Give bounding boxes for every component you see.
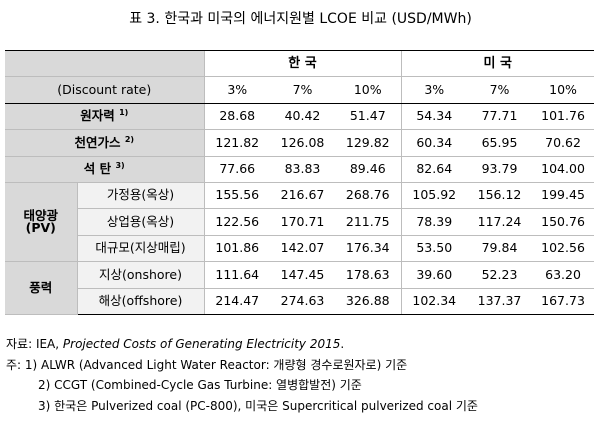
table-row: 풍력 지상(onshore) 111.64 147.45 178.63 39.6… bbox=[5, 261, 595, 315]
rate-cell: 7% bbox=[270, 76, 335, 104]
group-label-wind: 풍력 bbox=[5, 261, 77, 315]
value-cell: 39.60 bbox=[400, 261, 468, 289]
value-cell: 170.71 bbox=[270, 208, 335, 236]
value-cell: 79.84 bbox=[467, 235, 533, 263]
value-cell: 89.46 bbox=[335, 156, 402, 183]
value-cell: 40.42 bbox=[270, 103, 335, 131]
footnote-1: 주: 1) ALWR (Advanced Light Water Reactor… bbox=[6, 357, 408, 372]
value-cell: 102.34 bbox=[400, 288, 468, 315]
value-cell: 150.76 bbox=[532, 208, 595, 236]
value-cell: 83.83 bbox=[270, 156, 335, 183]
rate-cell: 10% bbox=[335, 76, 402, 104]
value-cell: 142.07 bbox=[270, 235, 335, 263]
value-cell: 82.64 bbox=[400, 156, 468, 183]
row-label-nuclear: 원자력 1) bbox=[5, 103, 204, 131]
value-cell: 268.76 bbox=[335, 182, 402, 210]
header-usa: 미 국 bbox=[400, 49, 595, 78]
value-cell: 167.73 bbox=[532, 288, 595, 315]
rate-cell: 7% bbox=[467, 76, 533, 104]
value-cell: 147.45 bbox=[270, 261, 335, 289]
header-korea: 한 국 bbox=[203, 49, 402, 78]
value-cell: 155.56 bbox=[203, 182, 270, 210]
value-cell: 93.79 bbox=[467, 156, 533, 183]
group-label-solar: 태양광 (PV) bbox=[5, 182, 77, 263]
value-cell: 63.20 bbox=[532, 261, 595, 289]
value-cell: 77.71 bbox=[467, 103, 533, 131]
row-label-solar-commercial: 상업용(옥상) bbox=[76, 208, 204, 236]
rate-cell: 3% bbox=[400, 76, 468, 104]
footnote-2: 2) CCGT (Combined-Cycle Gas Turbine: 열병합… bbox=[38, 378, 362, 392]
row-label-solar-utility: 대규모(지상매립) bbox=[76, 235, 204, 263]
value-cell: 121.82 bbox=[203, 129, 270, 157]
value-cell: 102.56 bbox=[532, 235, 595, 263]
value-cell: 129.82 bbox=[335, 129, 402, 157]
value-cell: 101.86 bbox=[203, 235, 270, 263]
value-cell: 28.68 bbox=[203, 103, 270, 131]
table-row: 상업용(옥상) 122.56 170.71 211.75 78.39 117.2… bbox=[5, 208, 595, 236]
value-cell: 211.75 bbox=[335, 208, 402, 236]
value-cell: 199.45 bbox=[532, 182, 595, 210]
value-cell: 78.39 bbox=[400, 208, 468, 236]
table-row: 해상(offshore) 214.47 274.63 326.88 102.34… bbox=[5, 288, 595, 315]
value-cell: 77.66 bbox=[203, 156, 270, 183]
source-note: 자료: IEA, Projected Costs of Generating E… bbox=[6, 337, 345, 351]
table-title: 표 3. 한국과 미국의 에너지원별 LCOE 비교 (USD/MWh) bbox=[129, 11, 472, 27]
rate-cell: 10% bbox=[532, 76, 595, 104]
table-row: 원자력 1) 28.68 40.42 51.47 54.34 77.71 101… bbox=[5, 103, 595, 131]
value-cell: 60.34 bbox=[400, 129, 468, 157]
value-cell: 104.00 bbox=[532, 156, 595, 183]
value-cell: 178.63 bbox=[335, 261, 402, 289]
footnote-3: 3) 한국은 Pulverized coal (PC-800), 미국은 Sup… bbox=[38, 398, 478, 413]
table-row: 태양광 (PV) 가정용(옥상) 155.56 216.67 268.76 105… bbox=[5, 182, 595, 263]
value-cell: 101.76 bbox=[532, 103, 595, 131]
value-cell: 274.63 bbox=[270, 288, 335, 315]
value-cell: 214.47 bbox=[203, 288, 270, 315]
header-corner bbox=[5, 49, 204, 78]
row-label-wind-offshore: 해상(offshore) bbox=[76, 288, 204, 315]
header-row-countries: 한 국 미 국 bbox=[5, 49, 595, 78]
value-cell: 111.64 bbox=[203, 261, 270, 289]
value-cell: 65.95 bbox=[467, 129, 533, 157]
value-cell: 52.23 bbox=[467, 261, 533, 289]
header-row-rates: (Discount rate) 3% 7% 10% 3% 7% 10% bbox=[5, 76, 595, 104]
table-row: 천연가스 2) 121.82 126.08 129.82 60.34 65.95… bbox=[5, 129, 595, 157]
value-cell: 137.37 bbox=[467, 288, 533, 315]
rate-cell: 3% bbox=[203, 76, 270, 104]
value-cell: 126.08 bbox=[270, 129, 335, 157]
value-cell: 117.24 bbox=[467, 208, 533, 236]
value-cell: 122.56 bbox=[203, 208, 270, 236]
value-cell: 105.92 bbox=[400, 182, 468, 210]
value-cell: 54.34 bbox=[400, 103, 468, 131]
value-cell: 156.12 bbox=[467, 182, 533, 210]
value-cell: 51.47 bbox=[335, 103, 402, 131]
table-row: 대규모(지상매립) 101.86 142.07 176.34 53.50 79.… bbox=[5, 235, 595, 263]
lcoe-table: 한 국 미 국 (Discount rate) 3% 7% 10% 3% 7% … bbox=[5, 49, 595, 315]
row-label-wind-onshore: 지상(onshore) bbox=[76, 261, 204, 289]
table-row: 석 탄 3) 77.66 83.83 89.46 82.64 93.79 104… bbox=[5, 156, 595, 183]
row-label-solar-residential: 가정용(옥상) bbox=[76, 182, 204, 210]
discount-rate-label: (Discount rate) bbox=[5, 76, 204, 104]
row-label-gas: 천연가스 2) bbox=[5, 129, 204, 157]
table-notes: 자료: IEA, Projected Costs of Generating E… bbox=[6, 334, 478, 416]
row-label-coal: 석 탄 3) bbox=[5, 156, 204, 183]
value-cell: 53.50 bbox=[400, 235, 468, 263]
value-cell: 326.88 bbox=[335, 288, 402, 315]
value-cell: 216.67 bbox=[270, 182, 335, 210]
value-cell: 176.34 bbox=[335, 235, 402, 263]
value-cell: 70.62 bbox=[532, 129, 595, 157]
